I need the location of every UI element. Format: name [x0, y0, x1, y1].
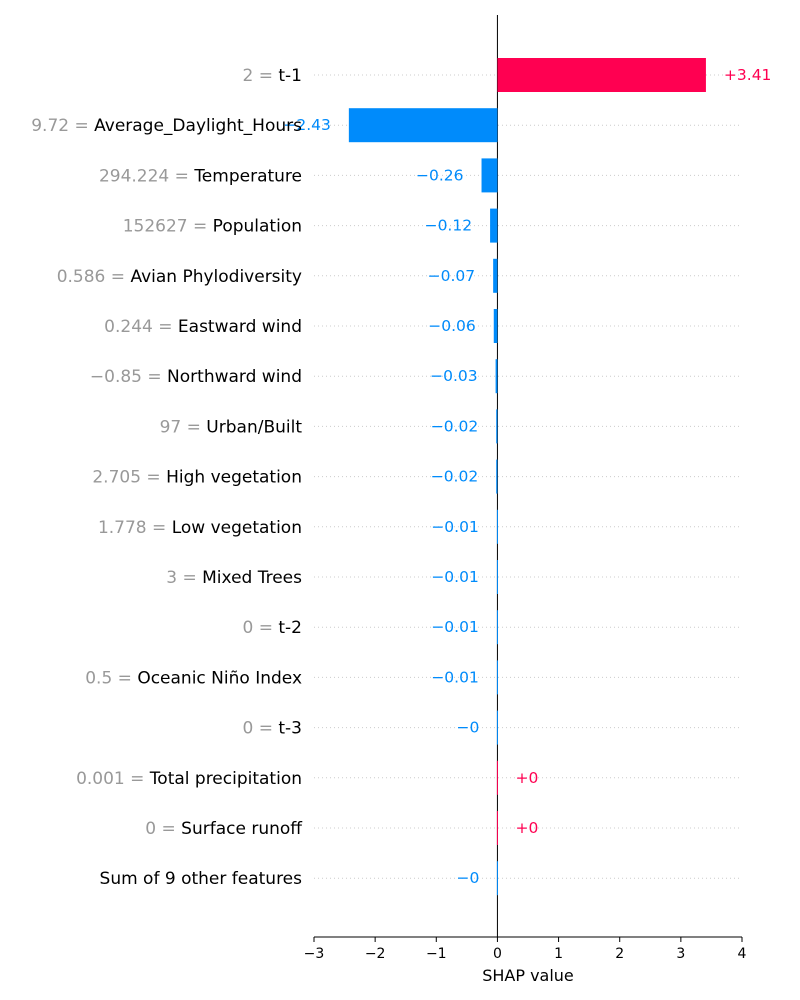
feature-value: 294.224 =: [99, 166, 194, 186]
feature-value: 1.778 =: [98, 518, 172, 538]
shap-bar: [496, 509, 498, 544]
shap-value-label: −0: [457, 869, 480, 887]
feature-name: Eastward wind: [178, 317, 302, 337]
shap-value-label: +3.41: [724, 66, 772, 84]
feature-label: 2.705 = High vegetation: [92, 468, 302, 488]
feature-label: 152627 = Population: [123, 217, 302, 237]
feature-name: Mixed Trees: [202, 568, 302, 588]
feature-labels: 2 = t-1 9.72 = Average_Daylight_Hours 294.…: [31, 66, 303, 889]
shap-bar: [490, 208, 498, 243]
feature-name: Temperature: [193, 166, 302, 186]
feature-value: 0 =: [145, 819, 181, 839]
feature-label: 3 = Mixed Trees: [166, 568, 302, 588]
feature-label: 0.244 = Eastward wind: [104, 317, 302, 337]
feature-value: 0.5 =: [85, 668, 137, 688]
feature-name: Avian Phylodiversity: [130, 267, 302, 287]
feature-label: 0 = t-3: [243, 719, 303, 739]
shap-bar: [497, 58, 706, 92]
feature-value: 2 =: [243, 66, 279, 86]
shap-bar: [481, 158, 498, 193]
x-tick-label: −1: [426, 946, 447, 962]
shap-bar: [496, 710, 498, 745]
feature-name: Average_Daylight_Hours: [94, 116, 302, 136]
shap-bar: [496, 560, 498, 594]
x-tick-label: 3: [676, 946, 685, 962]
feature-label: 2 = t-1: [243, 66, 303, 86]
feature-label: 294.224 = Temperature: [99, 166, 302, 186]
x-axis-ticks: −3 −2 −1 0 1 2 3 4: [304, 937, 747, 962]
shap-value-label: −0.01: [431, 568, 479, 586]
shap-value-label: −0.07: [428, 267, 476, 285]
shap-value-label: +0: [515, 769, 538, 787]
shap-value-label: −0.06: [428, 317, 476, 335]
feature-label: 0.5 = Oceanic Niño Index: [85, 668, 302, 688]
shap-value-label: −0.26: [416, 166, 464, 184]
shap-bar: [493, 309, 498, 343]
feature-name: Urban/Built: [206, 417, 302, 437]
shap-bar: [496, 660, 498, 695]
shap-value-label: −0.01: [431, 618, 479, 636]
feature-name: Surface runoff: [181, 819, 303, 839]
shap-value-label: −2.43: [283, 116, 331, 134]
feature-value: 3 =: [166, 568, 202, 588]
shap-bar: [496, 760, 498, 795]
row-gridlines: [314, 74, 742, 879]
feature-value: 0.244 =: [104, 317, 178, 337]
feature-label: 0 = t-2: [243, 618, 303, 638]
feature-label: −0.85 = Northward wind: [90, 367, 302, 387]
feature-label: 0.586 = Avian Phylodiversity: [57, 267, 302, 287]
shap-value-label: −0.02: [431, 417, 479, 435]
feature-name: t-1: [278, 66, 302, 86]
feature-label: 1.778 = Low vegetation: [98, 518, 302, 538]
shap-value-label: −0.03: [430, 367, 478, 385]
x-axis-title: SHAP value: [482, 966, 574, 985]
feature-name: Population: [213, 217, 302, 237]
x-tick-label: −2: [365, 946, 386, 962]
shap-bar: [496, 409, 498, 444]
shap-value-label: −0.02: [431, 468, 479, 486]
x-tick-label: 4: [738, 946, 747, 962]
shap-bar: [348, 108, 498, 143]
feature-name: Low vegetation: [172, 518, 302, 538]
feature-name: t-3: [278, 719, 302, 739]
feature-value: −0.85 =: [90, 367, 167, 387]
feature-name: Northward wind: [167, 367, 302, 387]
shap-value-label: −0: [457, 719, 480, 737]
feature-name: Sum of 9 other features: [100, 869, 303, 889]
shap-value-label: −0.12: [425, 217, 473, 235]
feature-label: 0.001 = Total precipitation: [76, 769, 302, 789]
shap-bar: [496, 610, 498, 645]
feature-value: 0 =: [243, 719, 279, 739]
shap-value-label: −0.01: [431, 668, 479, 686]
feature-label: Sum of 9 other features: [100, 869, 303, 889]
feature-value: 152627 =: [123, 217, 213, 237]
feature-value: 97 =: [160, 417, 207, 437]
shap-bar: [496, 861, 498, 896]
x-tick-label: −3: [304, 946, 325, 962]
feature-name: High vegetation: [166, 468, 302, 488]
feature-label: 97 = Urban/Built: [160, 417, 303, 437]
x-tick-label: 1: [554, 946, 563, 962]
feature-name: Oceanic Niño Index: [137, 668, 302, 688]
feature-value: 9.72 =: [31, 116, 94, 136]
feature-label: 0 = Surface runoff: [145, 819, 303, 839]
shap-bar: [493, 258, 498, 293]
feature-value: 2.705 =: [92, 468, 166, 488]
x-tick-label: 0: [493, 946, 502, 962]
feature-value: 0 =: [243, 618, 279, 638]
bars: [348, 58, 706, 896]
feature-label: 9.72 = Average_Daylight_Hours: [31, 116, 302, 136]
shap-bar: [495, 359, 498, 394]
shap-bar: [496, 811, 498, 845]
shap-value-label: −0.01: [431, 518, 479, 536]
value-labels: +3.41 −2.43 −0.26 −0.12 −0.07 −0.06 −0.03 −0.02…: [283, 66, 771, 887]
feature-value: 0.586 =: [57, 267, 131, 287]
x-tick-label: 2: [615, 946, 624, 962]
feature-name: Total precipitation: [149, 769, 302, 789]
shap-bar: [496, 459, 498, 494]
feature-value: 0.001 =: [76, 769, 150, 789]
shap-value-label: +0: [515, 819, 538, 837]
feature-name: t-2: [278, 618, 302, 638]
